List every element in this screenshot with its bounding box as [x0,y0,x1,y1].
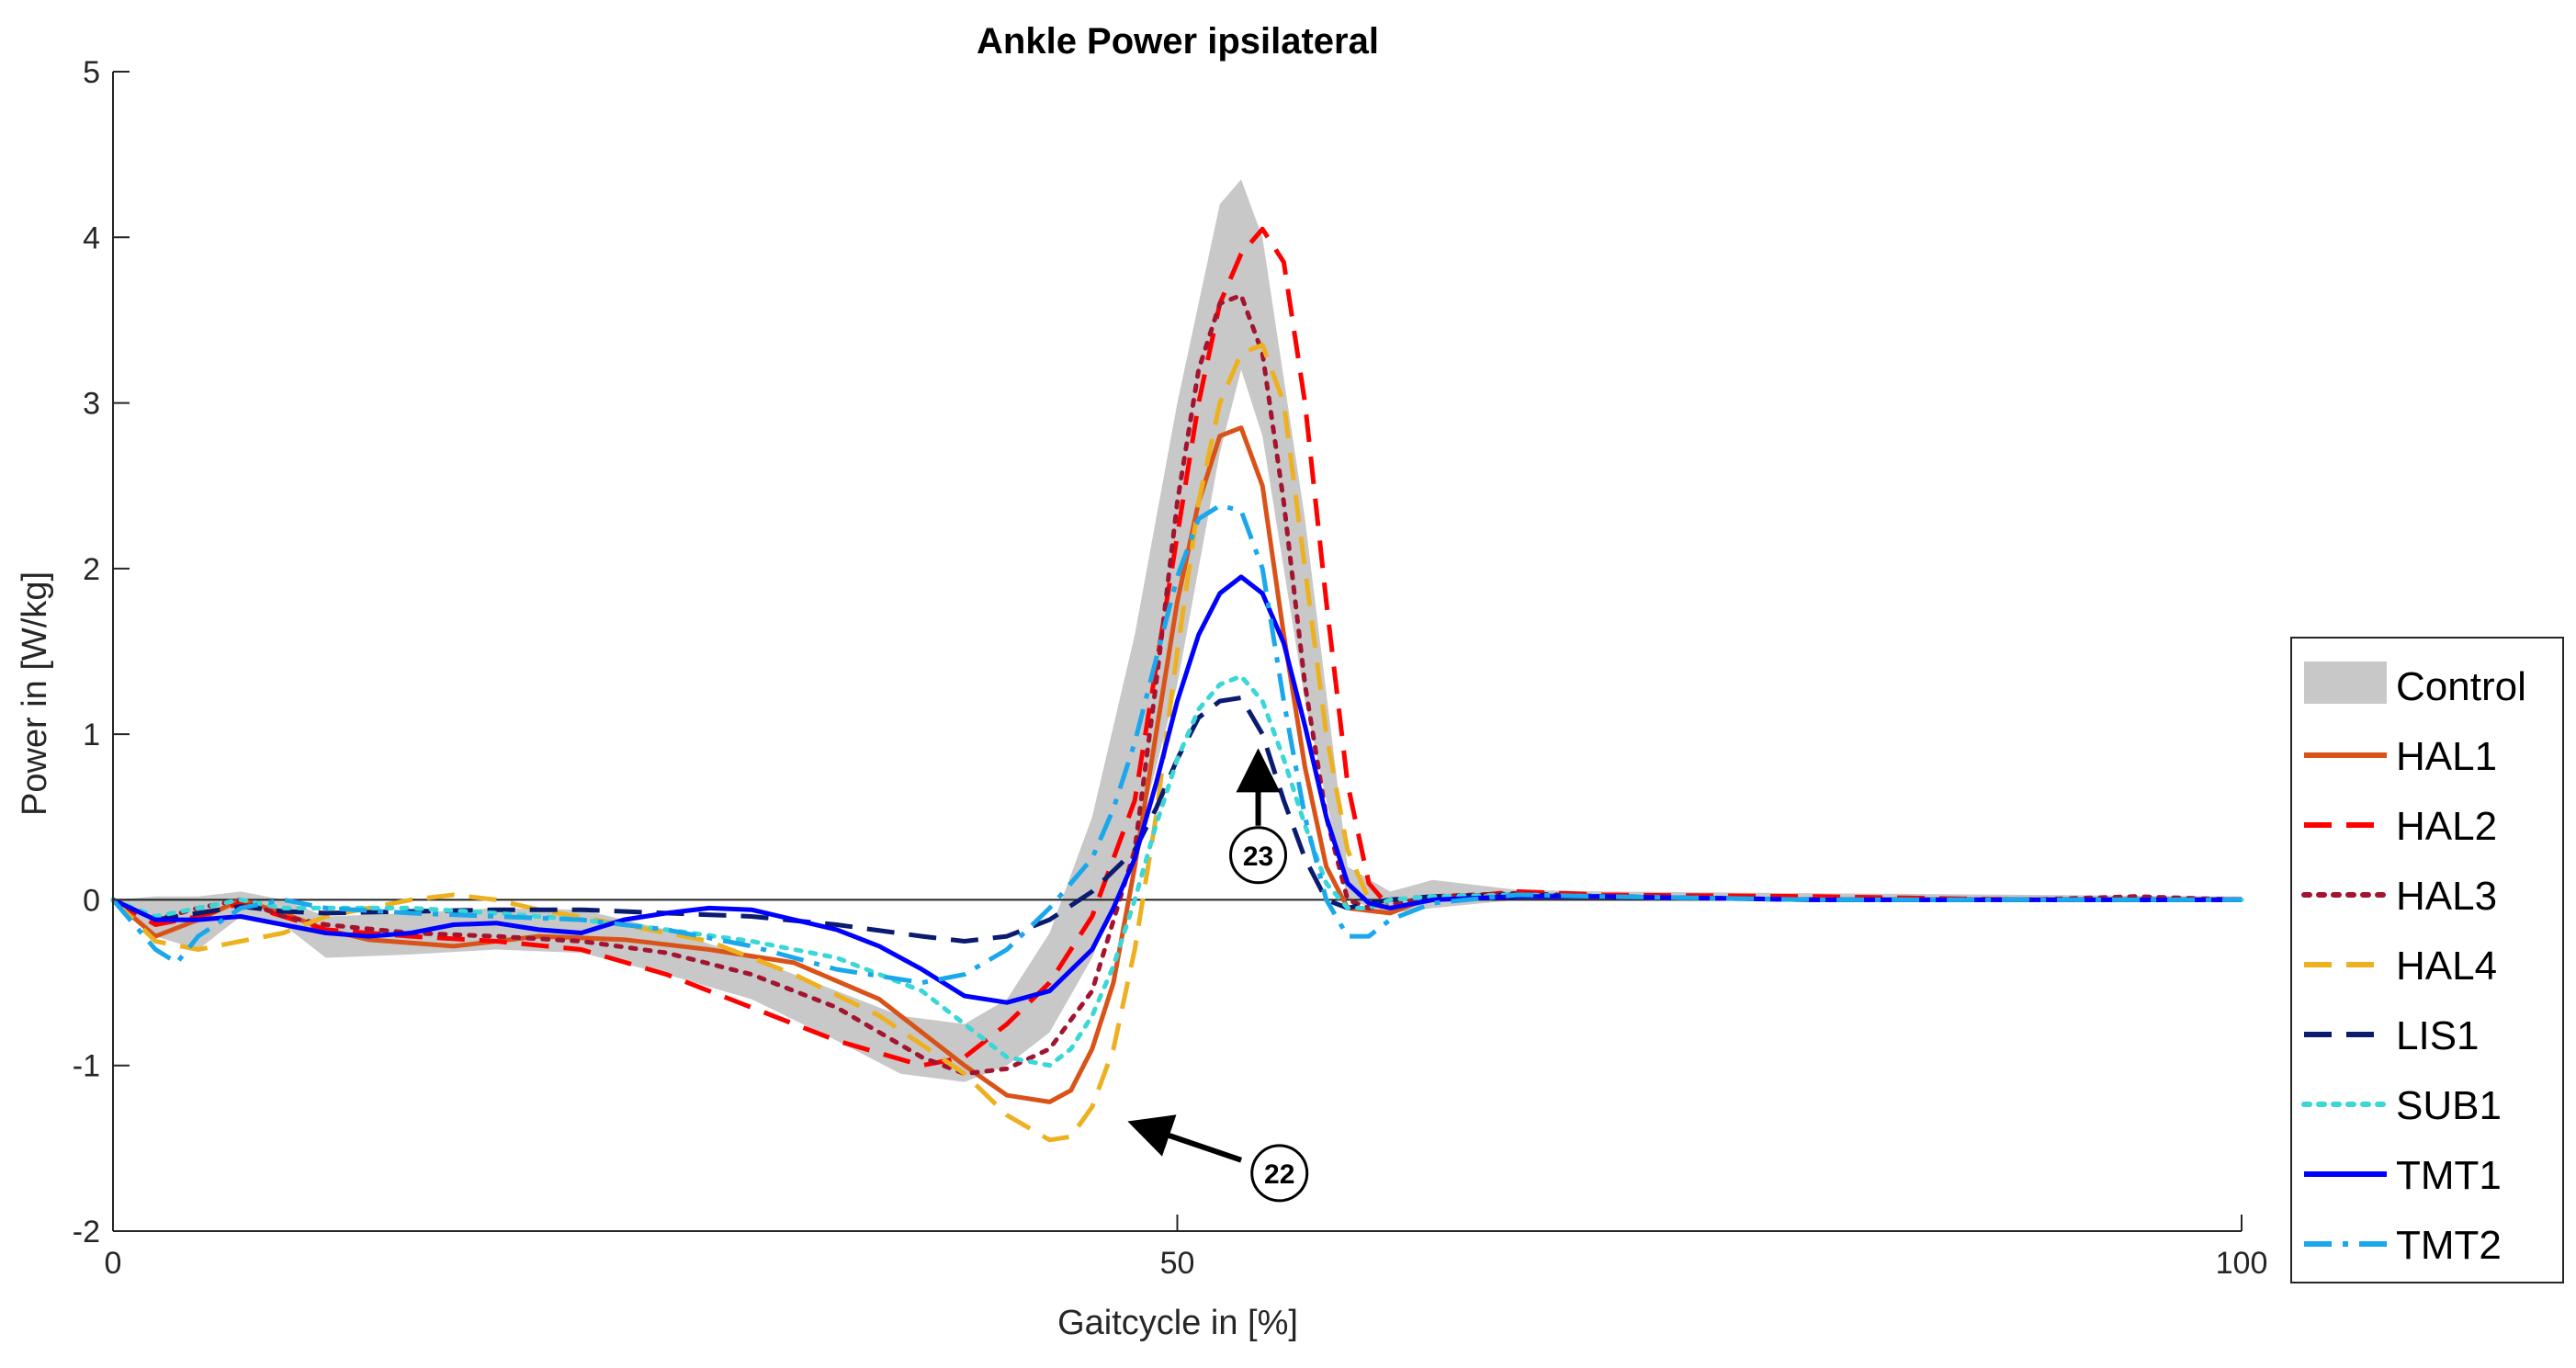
annotation-circle-23 [1229,826,1288,885]
legend-label-control: Control [2396,664,2526,709]
legend-label-sub1: SUB1 [2396,1083,2502,1128]
series-line-lis1 [111,695,2242,944]
x-axis-label: Gaitcycle in [%] [1057,1304,1298,1342]
y-tick-label: 1 [83,718,100,752]
annotation-label-22: 22 [1264,1159,1294,1190]
series-line-tmt1 [111,574,2242,1005]
annotation-label-23: 23 [1243,842,1273,872]
control-band [113,179,2242,1082]
y-tick-label: 0 [83,883,100,918]
y-axis-label: Power in [W/kg] [16,571,54,816]
series-line-tmt2 [111,503,2242,986]
series-line-sub1 [110,673,2244,1068]
y-tick-label: 2 [83,552,100,587]
y-tick-label: -1 [73,1049,100,1084]
y-tick-label: 3 [83,387,100,422]
y-tick-label: 4 [83,220,100,255]
y-tick-label: 5 [83,55,100,90]
chart-title: Ankle Power ipsilateral [977,21,1379,62]
x-tick-label: 50 [1160,1246,1195,1281]
legend-label-hal2: HAL2 [2396,804,2497,849]
x-tick-label: 0 [105,1246,122,1281]
legend-label-tmt2: TMT2 [2396,1223,2502,1268]
x-tick-label: 100 [2216,1246,2268,1281]
legend: Control HAL1 HAL2 HAL3 HAL4 LIS1 SUB1 TMT1 TMT2 [2290,637,2564,1283]
legend-label-hal3: HAL3 [2396,874,2497,919]
series-line-hal1 [111,425,2242,1104]
annotation-layer: 23 22 [1127,748,1309,1203]
legend-label-lis1: LIS1 [2396,1013,2480,1058]
annotation-arrow-22 [1127,1114,1243,1163]
y-tick-label: -2 [73,1215,100,1249]
legend-swatch-control [2304,661,2387,704]
legend-label-hal1: HAL1 [2396,734,2497,779]
annotation-circle-22 [1250,1144,1309,1203]
legend-label-hal4: HAL4 [2396,944,2497,989]
control-band-layer [113,179,2242,1082]
series-layer [110,226,2244,1143]
legend-label-tmt1: TMT1 [2396,1153,2502,1198]
